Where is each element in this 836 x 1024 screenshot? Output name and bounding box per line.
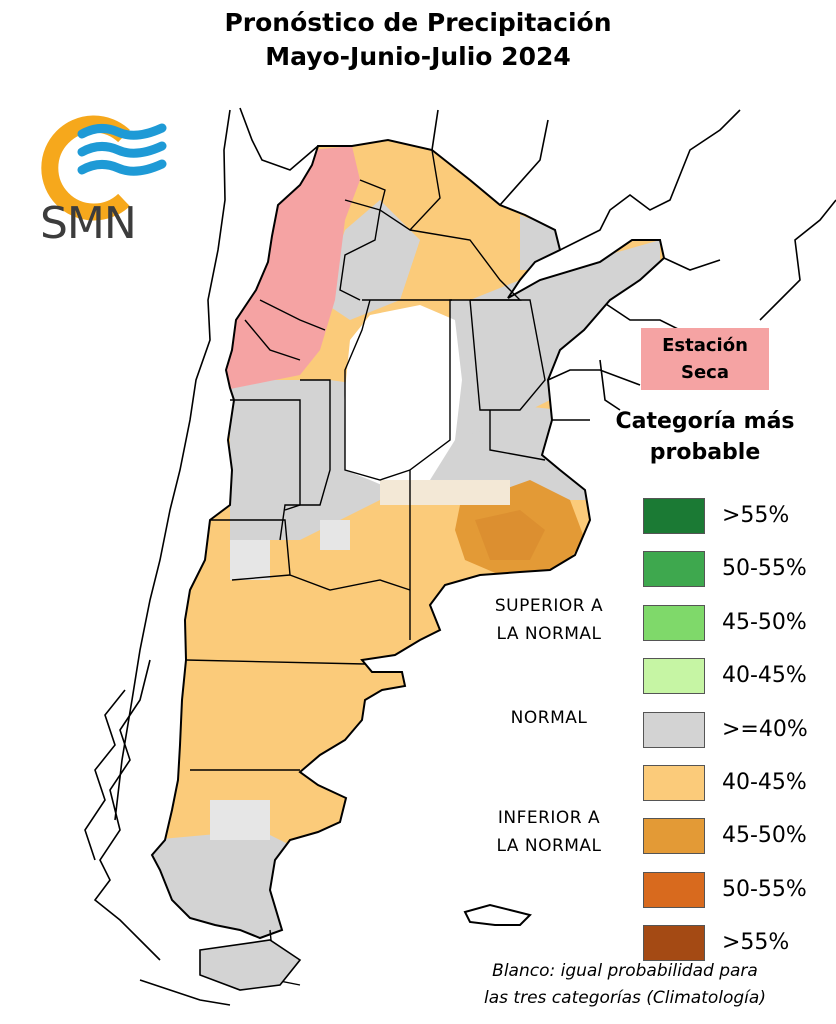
legend-swatch-label: 40-45% [722, 770, 807, 795]
legend-swatch [643, 712, 705, 748]
dry-season-line-2: Seca [681, 362, 729, 383]
legend-swatch-label: 40-45% [722, 663, 807, 688]
legend-swatch [643, 498, 705, 534]
note-line-2: las tres categorías (Climatología) [484, 988, 766, 1008]
category-inferior-line-2: LA NORMAL [496, 836, 602, 856]
legend-swatch-label: >55% [722, 930, 790, 955]
chile-coast [84, 659, 231, 1006]
legend-swatch [643, 818, 705, 854]
legend-swatch-label: 50-55% [722, 877, 807, 902]
category-superior: SUPERIOR A LA NORMAL [474, 592, 624, 648]
legend-swatch [643, 765, 705, 801]
category-normal: NORMAL [510, 708, 588, 728]
category-inferior-line-1: INFERIOR A [497, 808, 601, 828]
legend-title-line-1: Categoría más [615, 409, 795, 434]
smn-logo-text: SMN [40, 198, 137, 249]
climatology-note: Blanco: igual probabilidad para las tres… [430, 958, 820, 1012]
malvinas-islands [463, 903, 532, 926]
legend-swatch [643, 925, 705, 961]
title-line-1: Pronóstico de Precipitación [224, 8, 612, 37]
legend-swatch [643, 658, 705, 694]
legend-title-line-2: probable [649, 440, 761, 465]
dry-season-label: Estación Seca [641, 328, 769, 390]
dry-season-line-1: Estación [662, 335, 748, 356]
legend-swatch-label: 45-50% [722, 823, 807, 848]
legend-swatch [643, 872, 705, 908]
neighbor-borders [114, 107, 836, 821]
note-line-1: Blanco: igual probabilidad para [492, 961, 758, 981]
title-line-2: Mayo-Junio-Julio 2024 [265, 42, 571, 71]
legend-swatch [643, 605, 705, 641]
legend-swatch-label: 50-55% [722, 556, 807, 581]
smn-sun-wave-logo-icon [41, 115, 167, 221]
legend-swatch [643, 551, 705, 587]
legend-title: Categoría más probable [590, 406, 820, 468]
category-superior-line-1: SUPERIOR A [494, 596, 604, 616]
category-inferior: INFERIOR A LA NORMAL [474, 804, 624, 860]
map-title: Pronóstico de Precipitación Mayo-Junio-J… [0, 6, 836, 74]
category-superior-line-2: LA NORMAL [496, 624, 602, 644]
legend-swatch-label: >55% [722, 503, 790, 528]
tierra-del-fuego [199, 939, 302, 991]
legend-swatch-label: 45-50% [722, 610, 807, 635]
legend-swatch-label: >=40% [722, 717, 808, 742]
